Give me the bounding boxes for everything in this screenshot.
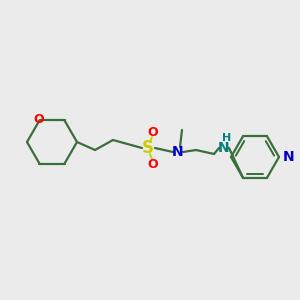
Text: S: S: [142, 139, 154, 157]
Text: O: O: [148, 158, 158, 170]
Text: N: N: [218, 141, 230, 155]
Text: O: O: [148, 125, 158, 139]
Text: O: O: [33, 113, 44, 126]
Text: H: H: [222, 133, 232, 143]
Text: N: N: [172, 145, 184, 159]
Text: N: N: [283, 150, 295, 164]
